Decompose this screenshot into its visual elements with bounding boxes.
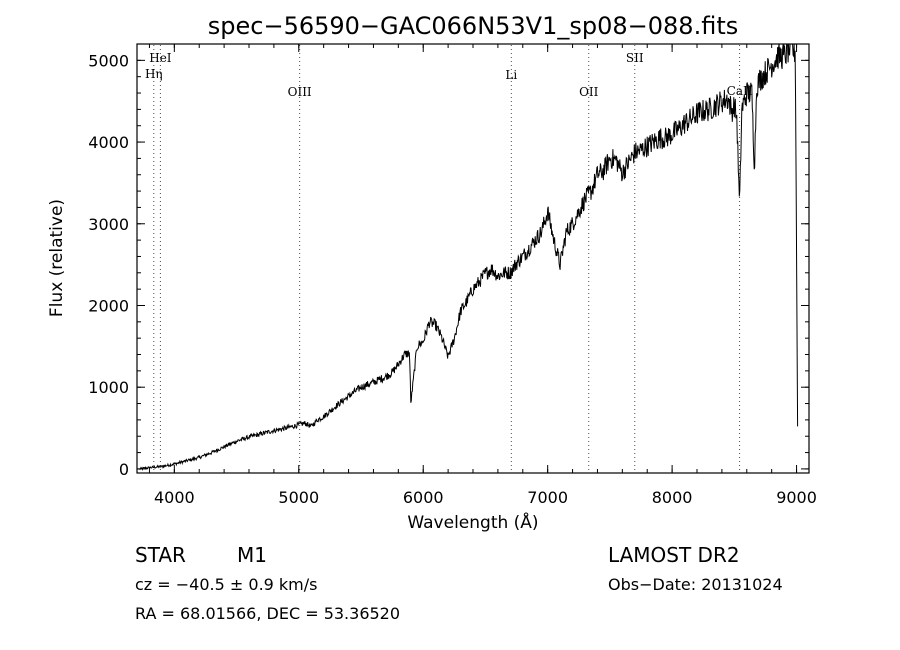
x-tick-label: 6000 — [403, 488, 444, 507]
x-tick-label: 9000 — [776, 488, 817, 507]
spectral-line-label: SII — [626, 51, 644, 65]
y-axis-label: Flux (relative) — [47, 199, 67, 317]
obs-date: Obs−Date: 20131024 — [608, 575, 783, 594]
x-axis-ticks: 4000 5000 6000 7000 8000 9000 — [148, 44, 817, 507]
object-type: STAR — [135, 543, 186, 567]
spectral-line-markers — [153, 45, 741, 472]
y-tick-label: 5000 — [88, 51, 129, 70]
plot-frame — [136, 43, 810, 474]
spectrum-series — [139, 43, 799, 471]
x-tick-label: 7000 — [527, 488, 568, 507]
y-tick-label: 1000 — [88, 378, 129, 397]
x-tick-label: 8000 — [652, 488, 693, 507]
y-tick-label: 4000 — [88, 133, 129, 152]
subclass: M1 — [237, 543, 267, 567]
redshift-text: cz = −40.5 ± 0.9 km/s — [135, 575, 318, 594]
coordinates: RA = 68.01566, DEC = 53.36520 — [135, 604, 400, 623]
x-tick-label: 4000 — [154, 488, 195, 507]
spectral-line-label: OIII — [288, 85, 312, 99]
chart-title: spec−56590−GAC066N53V1_sp08−088.fits — [208, 12, 738, 40]
spectrum-line — [139, 43, 799, 471]
y-axis-ticks: 0 1000 2000 3000 4000 5000 — [88, 51, 809, 479]
survey-name: LAMOST DR2 — [608, 543, 740, 567]
spectral-line-label: OII — [579, 85, 599, 99]
spectral-line-label: Hη — [145, 67, 163, 81]
y-tick-label: 0 — [119, 460, 129, 479]
spectral-line-label: HeI — [149, 51, 172, 65]
y-tick-label: 2000 — [88, 296, 129, 315]
x-tick-label: 5000 — [278, 488, 319, 507]
y-tick-label: 3000 — [88, 215, 129, 234]
spectral-line-label: Li — [505, 68, 517, 82]
x-axis-label: Wavelength (Å) — [407, 511, 538, 533]
